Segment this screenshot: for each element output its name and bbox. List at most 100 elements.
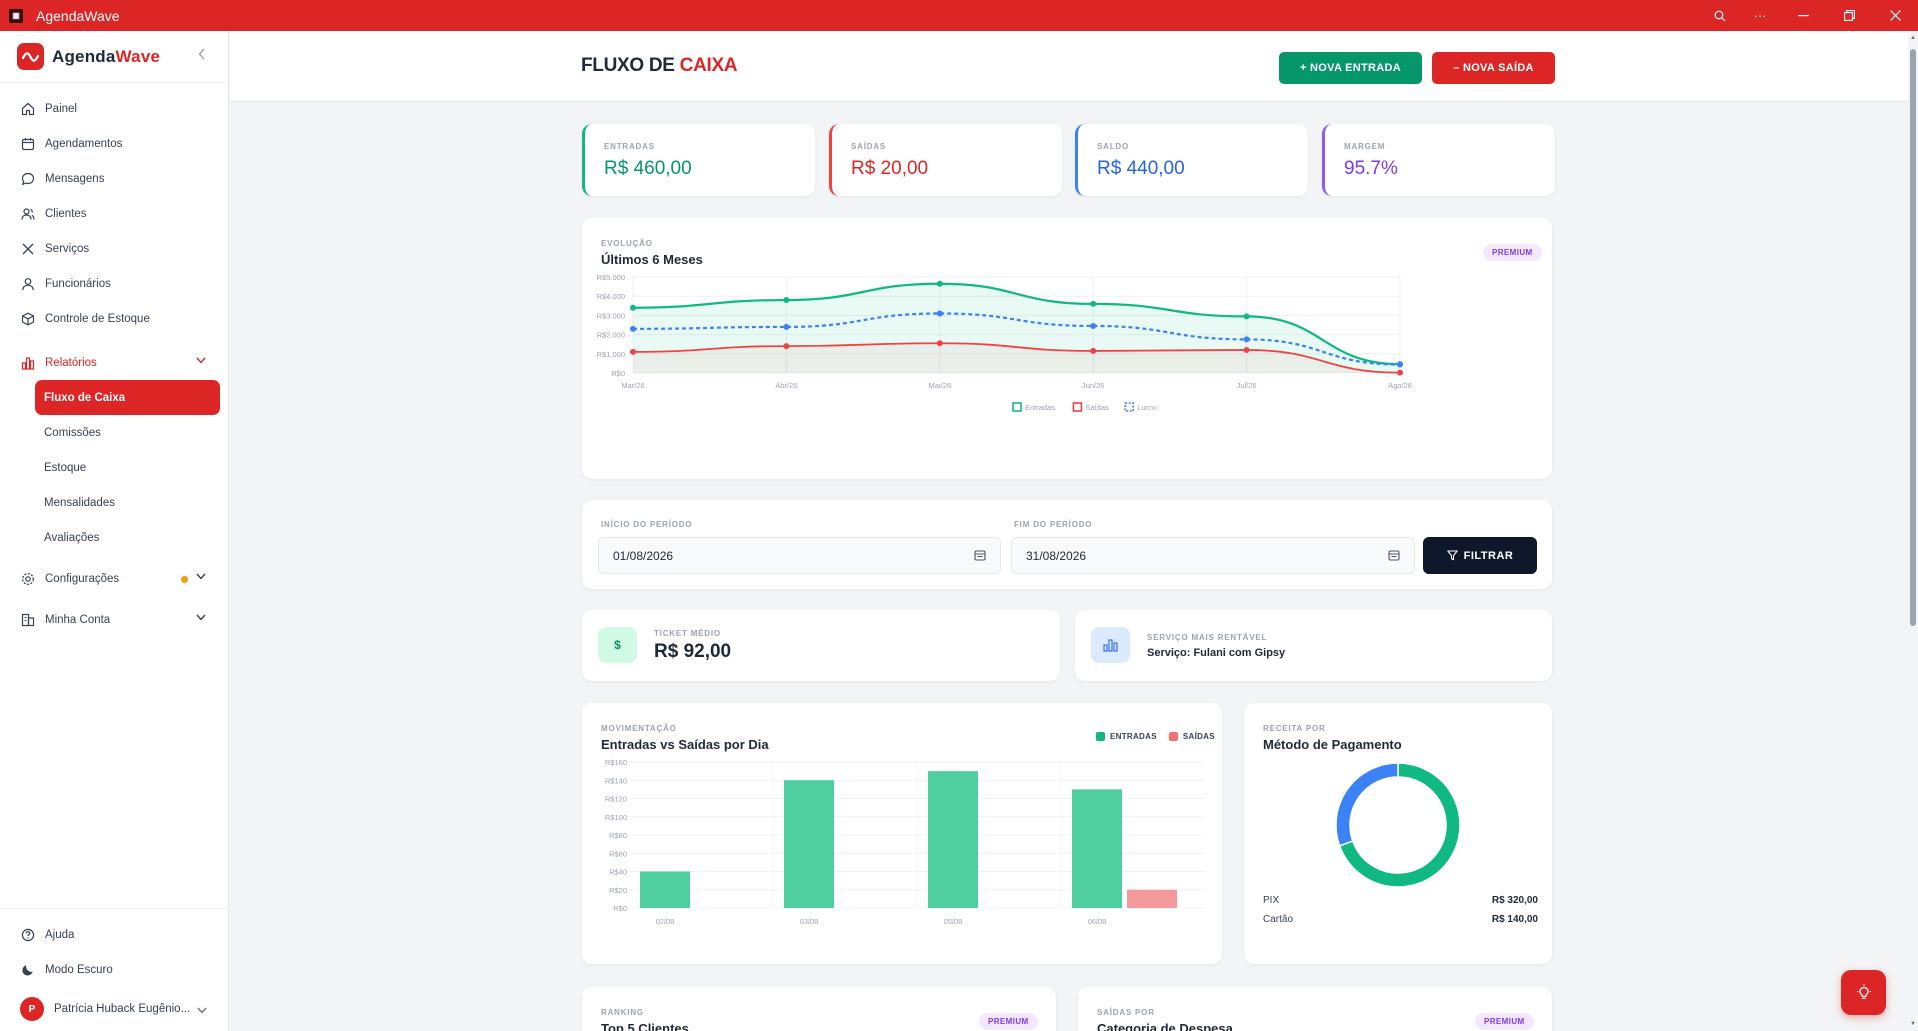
new-entry-button[interactable]: + NOVA ENTRADA — [1279, 52, 1422, 84]
sidebar-item-painel[interactable]: Painel — [0, 91, 228, 126]
x-tick-label: Mai/26 — [929, 381, 952, 390]
kpi-label: SAÍDAS — [851, 142, 887, 151]
sidebar-item-modo-escuro[interactable]: Modo Escuro — [0, 952, 229, 987]
card-caption: SAÍDAS POR — [1097, 1008, 1155, 1017]
tips-button[interactable] — [1841, 970, 1886, 1015]
evolution-line-chart: R$0 R$1.000 R$2.000 R$3.000 R$4.000 R$5.000 Ma… — [597, 273, 1412, 412]
start-date-value: 01/08/2026 — [613, 548, 674, 563]
bar-entradas — [640, 871, 690, 908]
sidebar-subitem-avaliacoes[interactable]: Avaliações — [44, 531, 100, 544]
bar-chart-icon — [1091, 627, 1130, 663]
movement-bar-chart: R$0 R$20 R$40 R$60 R$80 R$100 R$120 R$140 R$160 0… — [605, 758, 1205, 926]
data-point — [630, 304, 636, 311]
y-tick-label: R$2.000 — [597, 331, 625, 340]
calendar-icon[interactable] — [1388, 549, 1400, 564]
chevron-down-icon — [196, 355, 206, 367]
legend-saidas: SAÍDAS — [1182, 732, 1215, 741]
sidebar-item-label: Mensagens — [45, 172, 105, 185]
sidebar-item-controle-estoque[interactable]: Controle de Estoque — [0, 301, 228, 336]
y-tick-label: R$40 — [609, 868, 627, 877]
legend-label: Lucro — [1137, 403, 1156, 412]
scrollbar[interactable]: ▲ ▼ — [1908, 31, 1918, 1031]
sidebar-item-minha-conta[interactable]: Minha Conta — [0, 602, 228, 637]
y-tick-label: R$20 — [609, 886, 627, 895]
card-caption: MOVIMENTAÇÃO — [601, 724, 677, 733]
sidebar-subitem-comissoes[interactable]: Comissões — [44, 426, 101, 439]
new-exit-button[interactable]: – NOVA SAÍDA — [1432, 52, 1555, 84]
expenses-card: SAÍDAS POR Categoria de Despesa PREMIUM — [1078, 987, 1552, 1031]
filter-card: INÍCIO DO PERÍODO 01/08/2026 FIM DO PERÍ… — [582, 500, 1552, 589]
y-tick-label: R$80 — [609, 831, 627, 840]
page-title: FLUXO DE CAIXA — [581, 55, 738, 76]
kpi-label: ENTRADAS — [604, 142, 655, 151]
calendar-icon[interactable] — [974, 549, 986, 564]
top-service-label: SERVIÇO MAIS RENTÁVEL — [1147, 633, 1268, 642]
sidebar-item-label: Agendamentos — [45, 137, 123, 150]
collapse-sidebar-icon[interactable] — [198, 47, 206, 63]
data-point — [783, 343, 790, 350]
sidebar-item-funcionarios[interactable]: Funcionários — [0, 266, 228, 301]
sidebar-item-ajuda[interactable]: Ajuda — [0, 917, 229, 952]
data-point — [1090, 347, 1097, 354]
bar-entradas — [784, 780, 834, 908]
brand-name: AgendaWave — [52, 46, 161, 66]
scrollbar-thumb[interactable] — [1910, 49, 1916, 626]
more-icon[interactable]: ··· — [1753, 8, 1767, 23]
close-icon[interactable] — [1872, 0, 1918, 31]
sidebar-item-agendamentos[interactable]: Agendamentos — [0, 126, 228, 161]
sidebar-item-relatorios[interactable]: Relatórios — [0, 345, 228, 380]
data-point — [1090, 322, 1097, 329]
home-icon — [20, 101, 36, 117]
data-point — [1243, 336, 1250, 343]
restore-icon[interactable] — [1826, 0, 1872, 31]
legend-swatch-saidas — [1168, 732, 1178, 741]
sidebar-item-label: Funcionários — [45, 277, 111, 290]
kpi-saldo: SALDO R$ 440,00 — [1075, 124, 1308, 196]
x-tick-label: Abr/26 — [775, 381, 797, 390]
minimize-icon[interactable] — [1780, 0, 1826, 31]
donut-slice-cartão — [1335, 762, 1399, 847]
sidebar-item-label: Modo Escuro — [45, 963, 113, 976]
card-caption: RECEITA POR — [1263, 724, 1326, 733]
data-point — [1090, 300, 1097, 307]
end-date-value: 31/08/2026 — [1026, 548, 1087, 563]
filter-button[interactable]: FILTRAR — [1423, 537, 1537, 574]
card-title: Categoria de Despesa — [1097, 1021, 1233, 1031]
start-date-input[interactable]: 01/08/2026 — [598, 537, 1001, 574]
data-point — [936, 310, 943, 317]
sidebar-footer: Ajuda Modo Escuro P Patrícia Huback Eugê… — [0, 908, 229, 1031]
lightbulb-icon — [1855, 984, 1873, 1002]
scroll-down-icon[interactable]: ▼ — [1910, 1021, 1916, 1027]
sidebar-item-clientes[interactable]: Clientes — [0, 196, 228, 231]
sidebar-item-servicos[interactable]: Serviços — [0, 231, 228, 266]
users-icon — [20, 206, 36, 222]
ticket-value: R$ 92,00 — [654, 641, 732, 662]
data-point — [1397, 361, 1403, 368]
box-icon — [20, 311, 36, 327]
payment-value: R$ 320,00 — [1491, 895, 1538, 906]
movement-legend: ENTRADAS SAÍDAS — [1096, 732, 1215, 741]
card-title: Método de Pagamento — [1263, 737, 1402, 752]
sidebar-subitem-fluxo-caixa[interactable]: Fluxo de Caixa — [35, 380, 220, 415]
card-title: Entradas vs Saídas por Dia — [601, 737, 769, 752]
x-tick-label: 05/08 — [944, 917, 963, 926]
legend-label: Entradas — [1025, 403, 1055, 412]
kpi-label: MARGEM — [1344, 142, 1386, 151]
sidebar-item-mensagens[interactable]: Mensagens — [0, 161, 228, 196]
scroll-up-icon[interactable]: ▲ — [1910, 35, 1916, 41]
sidebar-item-configuracoes[interactable]: Configurações — [0, 561, 228, 596]
end-date-input[interactable]: 31/08/2026 — [1011, 537, 1415, 574]
payment-row-pix: PIX R$ 320,00 — [1263, 895, 1538, 906]
y-tick-label: R$160 — [605, 758, 627, 767]
sidebar-subitem-mensalidades[interactable]: Mensalidades — [44, 496, 115, 509]
sidebar-item-label: Clientes — [45, 207, 87, 220]
sidebar-item-label: Relatórios — [45, 356, 97, 369]
chevron-down-icon — [197, 1005, 207, 1017]
user-menu[interactable]: P Patrícia Huback Eugênio... — [0, 987, 229, 1031]
user-icon — [20, 276, 36, 292]
x-tick-label: Ago/26 — [1388, 381, 1412, 390]
x-tick-label: 03/08 — [800, 917, 819, 926]
sidebar-subitem-estoque[interactable]: Estoque — [44, 461, 87, 474]
data-point — [1397, 369, 1403, 376]
zoom-icon[interactable] — [1700, 0, 1740, 31]
